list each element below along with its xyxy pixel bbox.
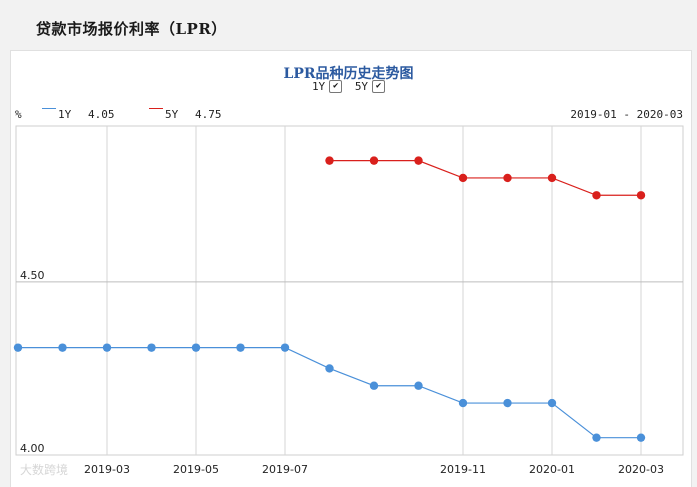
- data-point-1y: [503, 398, 512, 408]
- toggle-5y[interactable]: 5Y ✔: [354, 80, 386, 93]
- data-point-1y: [191, 343, 201, 352]
- chart-panel: [10, 50, 692, 487]
- data-point-5y: [414, 156, 423, 165]
- legend-5y-value: 4.75: [195, 108, 222, 121]
- chart-title: LPR品种历史走势图: [283, 66, 414, 82]
- data-point-1y: [13, 343, 23, 352]
- series-line-1y: [18, 347, 641, 439]
- data-point-5y: [503, 173, 512, 183]
- date-range: 2019-01 - 2020-03: [570, 108, 683, 121]
- legend-1y-label: 1Y: [58, 108, 72, 121]
- data-point-1y: [102, 343, 112, 352]
- toggle-1y-label: 1Y: [311, 80, 326, 93]
- data-point-1y: [58, 343, 67, 352]
- series-toggles: 1Y ✔ 5Y ✔: [0, 80, 697, 93]
- page-title: 贷款市场报价利率（LPR）: [36, 20, 227, 38]
- data-point-5y: [547, 173, 557, 183]
- data-point-1y: [369, 381, 379, 390]
- legend-5y-label: 5Y: [165, 108, 179, 121]
- data-point-1y: [547, 398, 557, 408]
- x-tick-label: 2019-05: [173, 463, 219, 476]
- data-point-5y: [325, 156, 334, 165]
- toggle-1y[interactable]: 1Y ✔: [311, 80, 343, 93]
- data-point-5y: [369, 156, 379, 165]
- unit-label: %: [15, 108, 22, 121]
- legend-row: % 1Y 4.05 5Y 4.75 2019-01 - 2020-03: [15, 108, 685, 124]
- toggle-5y-label: 5Y: [354, 80, 369, 93]
- x-tick-label: 2019-11: [440, 463, 486, 476]
- plot-frame: [15, 125, 684, 456]
- data-point-5y: [636, 191, 646, 200]
- data-point-1y: [414, 381, 423, 390]
- toggle-5y-checkbox[interactable]: ✔: [372, 80, 386, 93]
- page-header: 贷款市场报价利率（LPR）: [0, 0, 697, 50]
- y-tick-label: 4.50: [20, 269, 45, 282]
- toggle-1y-checkbox[interactable]: ✔: [329, 80, 343, 93]
- data-point-5y: [592, 191, 601, 200]
- x-tick-label: 2020-03: [618, 463, 664, 476]
- data-point-1y: [280, 343, 290, 352]
- x-tick-label: 2019-03: [84, 463, 130, 476]
- x-tick-label: 2020-01: [529, 463, 575, 476]
- data-point-1y: [636, 433, 646, 442]
- y-tick-label: 4.00: [20, 442, 45, 455]
- legend-5y-line: [149, 108, 163, 109]
- data-point-5y: [458, 173, 468, 183]
- data-point-1y: [592, 433, 601, 442]
- data-point-1y: [325, 364, 334, 373]
- x-tick-label: 2019-07: [262, 463, 308, 476]
- legend-1y-line: [42, 108, 56, 109]
- series-line-5y: [329, 160, 641, 196]
- legend-1y-value: 4.05: [88, 108, 115, 121]
- data-point-1y: [147, 343, 156, 352]
- watermark: 大数跨境: [20, 463, 69, 477]
- data-point-1y: [236, 343, 245, 352]
- data-point-1y: [458, 398, 468, 408]
